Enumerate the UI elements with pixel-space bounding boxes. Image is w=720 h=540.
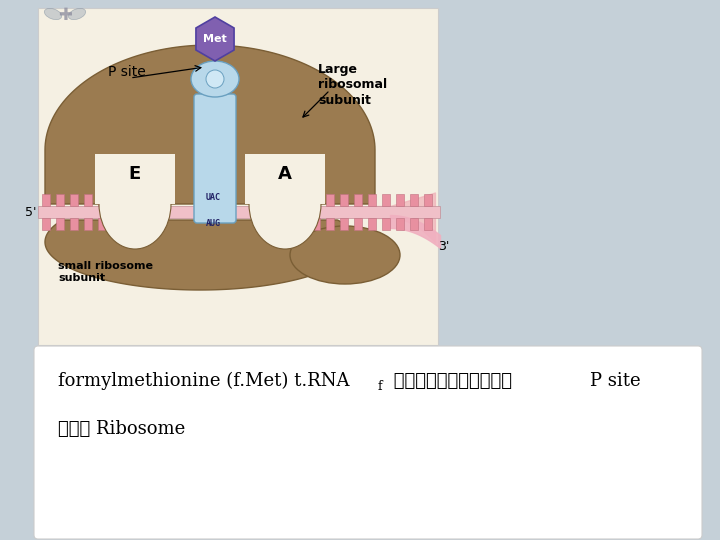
Bar [126,194,134,206]
Text: A: A [278,165,292,183]
Polygon shape [45,220,355,290]
Bar [42,194,50,206]
FancyBboxPatch shape [194,94,236,223]
Text: UAC: UAC [205,193,220,202]
Bar [245,154,325,204]
Bar [424,218,432,230]
Ellipse shape [191,61,239,97]
Bar [70,218,78,230]
Bar [424,194,432,206]
Bar [56,218,64,230]
Polygon shape [196,17,234,61]
Bar [42,218,50,230]
Text: Large
ribosomal
subunit: Large ribosomal subunit [318,64,387,106]
Text: 3': 3' [438,240,449,253]
Text: ✚: ✚ [58,6,72,24]
Text: 5': 5' [24,206,36,219]
Bar [284,218,292,230]
Ellipse shape [99,159,171,249]
Bar [70,194,78,206]
Text: P site: P site [108,65,145,79]
Bar [298,218,306,230]
Ellipse shape [249,159,321,249]
Bar [382,194,390,206]
Bar [98,194,106,206]
Bar [396,218,404,230]
Bar [368,218,376,230]
Bar [126,218,134,230]
Bar [98,218,106,230]
Bar [326,218,334,230]
Text: small ribosome
subunit: small ribosome subunit [58,261,153,283]
Bar [354,194,362,206]
Text: E: E [129,165,141,183]
Text: formylmethionine (f.Met) t.RNA: formylmethionine (f.Met) t.RNA [58,372,349,390]
Bar [326,194,334,206]
Bar [312,218,320,230]
Bar [284,194,292,206]
Ellipse shape [45,9,62,19]
Text: AUG: AUG [205,219,220,228]
Bar [312,194,320,206]
Bar [340,194,348,206]
Bar [270,194,278,206]
Polygon shape [45,45,375,204]
Text: f: f [378,380,382,393]
Bar [84,218,92,230]
Bar [298,194,306,206]
Bar [410,194,418,206]
Bar [56,194,64,206]
Bar [368,194,376,206]
Bar [396,194,404,206]
Bar [410,218,418,230]
Bar [340,218,348,230]
Text: P site: P site [590,372,641,390]
Ellipse shape [206,70,224,88]
Bar [38,206,440,218]
FancyBboxPatch shape [34,346,702,539]
Text: จะเข้ามาจบท: จะเข้ามาจบท [388,372,512,390]
Bar [112,218,120,230]
Text: ของ Ribosome: ของ Ribosome [58,420,185,438]
Bar [38,8,438,345]
Bar [112,194,120,206]
Bar [270,218,278,230]
Bar [382,218,390,230]
Ellipse shape [68,9,86,19]
Bar [84,194,92,206]
Bar [354,218,362,230]
Bar [95,154,175,204]
Text: Met: Met [203,34,227,44]
Ellipse shape [290,226,400,284]
